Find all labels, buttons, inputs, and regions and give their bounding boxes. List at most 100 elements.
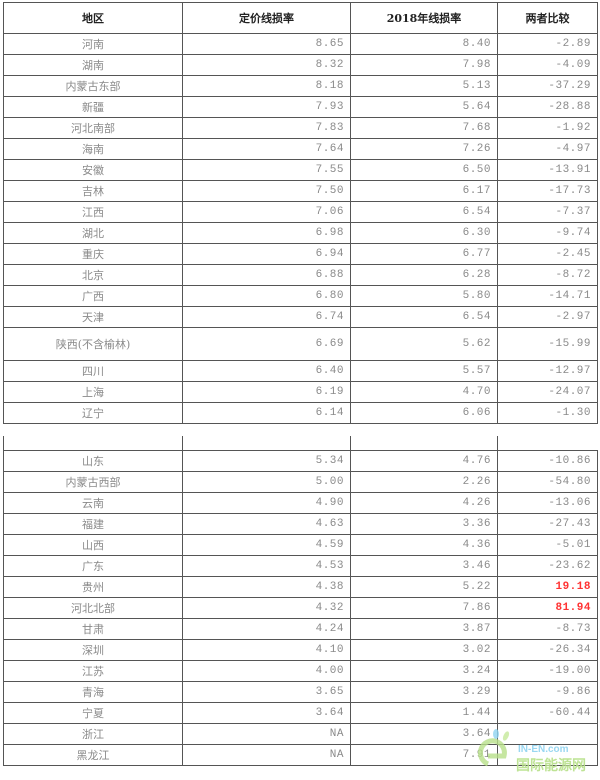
pricing-loss-rate-cell: 4.00	[182, 660, 351, 682]
loss-rate-2018-cell: 4.76	[350, 450, 498, 472]
loss-rate-2018-cell: 5.80	[350, 285, 498, 307]
comparison-cell: -12.97	[497, 360, 598, 382]
comparison-cell: -2.97	[497, 306, 598, 328]
divider	[3, 436, 4, 450]
header-comparison: 两者比较	[497, 2, 598, 34]
table-row: 广西 6.80 5.80 -14.71	[3, 285, 598, 307]
region-cell: 海南	[3, 138, 183, 160]
pricing-loss-rate-cell: NA	[182, 744, 351, 766]
comparison-cell: -8.72	[497, 264, 598, 286]
region-cell: 江西	[3, 201, 183, 223]
region-cell: 上海	[3, 381, 183, 403]
loss-rate-2018-cell: 3.36	[350, 513, 498, 535]
loss-rate-2018-cell: 6.54	[350, 201, 498, 223]
pricing-loss-rate-cell: 5.34	[182, 450, 351, 472]
region-cell: 贵州	[3, 576, 183, 598]
table-row: 天津 6.74 6.54 -2.97	[3, 306, 598, 328]
pricing-loss-rate-cell: 7.83	[182, 117, 351, 139]
table-row: 内蒙古东部 8.18 5.13 -37.29	[3, 75, 598, 97]
table-row: 宁夏 3.64 1.44 -60.44	[3, 702, 598, 724]
pricing-loss-rate-cell: 8.65	[182, 33, 351, 55]
comparison-cell: -4.09	[497, 54, 598, 76]
comparison-cell: -2.89	[497, 33, 598, 55]
region-cell: 内蒙古东部	[3, 75, 183, 97]
loss-rate-2018-cell: 6.30	[350, 222, 498, 244]
comparison-cell: -54.80	[497, 471, 598, 493]
comparison-cell: -17.73	[497, 180, 598, 202]
table-row: 辽宁 6.14 6.06 -1.30	[3, 402, 598, 424]
divider	[350, 436, 351, 450]
comparison-cell: -2.45	[497, 243, 598, 265]
region-cell: 广西	[3, 285, 183, 307]
region-cell: 云南	[3, 492, 183, 514]
loss-rate-2018-cell: 5.64	[350, 96, 498, 118]
region-cell: 江苏	[3, 660, 183, 682]
loss-rate-2018-cell: 2.26	[350, 471, 498, 493]
svg-text:IN-EN.com: IN-EN.com	[518, 744, 569, 755]
header-2018-loss-rate: 2018年线损率	[350, 2, 498, 34]
loss-rate-2018-cell: 4.70	[350, 381, 498, 403]
header-region: 地区	[3, 2, 183, 34]
loss-rate-2018-cell: 6.06	[350, 402, 498, 424]
loss-rate-2018-cell: 1.44	[350, 702, 498, 724]
table-row: 江苏 4.00 3.24 -19.00	[3, 660, 598, 682]
loss-rate-2018-cell: 7.91	[350, 744, 498, 766]
pricing-loss-rate-cell: 4.24	[182, 618, 351, 640]
table-row: 内蒙古西部 5.00 2.26 -54.80	[3, 471, 598, 493]
pricing-loss-rate-cell: 6.14	[182, 402, 351, 424]
region-cell: 北京	[3, 264, 183, 286]
comparison-cell: 81.94	[497, 597, 598, 619]
region-cell: 河北南部	[3, 117, 183, 139]
region-cell: 河南	[3, 33, 183, 55]
table-row: 广东 4.53 3.46 -23.62	[3, 555, 598, 577]
pricing-loss-rate-cell: 4.32	[182, 597, 351, 619]
pricing-loss-rate-cell: 7.55	[182, 159, 351, 181]
table-row: 河南 8.65 8.40 -2.89	[3, 33, 598, 55]
divider	[182, 436, 183, 450]
pricing-loss-rate-cell: 7.64	[182, 138, 351, 160]
region-cell: 陕西(不含榆林)	[3, 327, 183, 361]
loss-rate-2018-cell: 3.24	[350, 660, 498, 682]
header-pricing-loss-rate: 定价线损率	[182, 2, 351, 34]
comparison-cell: -15.99	[497, 327, 598, 361]
comparison-cell: -7.37	[497, 201, 598, 223]
loss-rate-2018-cell: 7.86	[350, 597, 498, 619]
comparison-cell: -24.07	[497, 381, 598, 403]
comparison-cell: -4.97	[497, 138, 598, 160]
pricing-loss-rate-cell: 6.88	[182, 264, 351, 286]
region-cell: 深圳	[3, 639, 183, 661]
header-row: 地区 定价线损率 2018年线损率 两者比较	[3, 2, 598, 34]
region-cell: 浙江	[3, 723, 183, 745]
region-cell: 黑龙江	[3, 744, 183, 766]
loss-rate-2018-cell: 7.68	[350, 117, 498, 139]
pricing-loss-rate-cell: 4.90	[182, 492, 351, 514]
loss-rate-2018-cell: 3.87	[350, 618, 498, 640]
region-cell: 山西	[3, 534, 183, 556]
table-row: 青海 3.65 3.29 -9.86	[3, 681, 598, 703]
region-cell: 广东	[3, 555, 183, 577]
loss-rate-2018-cell: 5.62	[350, 327, 498, 361]
loss-rate-2018-cell: 8.40	[350, 33, 498, 55]
comparison-cell: -1.92	[497, 117, 598, 139]
table-row: 新疆 7.93 5.64 -28.88	[3, 96, 598, 118]
table-row: 山西 4.59 4.36 -5.01	[3, 534, 598, 556]
loss-rate-2018-cell: 4.36	[350, 534, 498, 556]
table-row: 黑龙江 NA 7.91	[3, 744, 598, 766]
region-cell: 山东	[3, 450, 183, 472]
region-cell: 吉林	[3, 180, 183, 202]
comparison-cell: -10.86	[497, 450, 598, 472]
region-cell: 安徽	[3, 159, 183, 181]
table-row: 河北北部 4.32 7.86 81.94	[3, 597, 598, 619]
comparison-cell: -27.43	[497, 513, 598, 535]
pricing-loss-rate-cell: 6.94	[182, 243, 351, 265]
table-row: 陕西(不含榆林) 6.69 5.62 -15.99	[3, 327, 598, 361]
comparison-cell: -28.88	[497, 96, 598, 118]
table-row: 贵州 4.38 5.22 19.18	[3, 576, 598, 598]
region-cell: 新疆	[3, 96, 183, 118]
pricing-loss-rate-cell: 6.98	[182, 222, 351, 244]
line-loss-table-part2: 山东 5.34 4.76 -10.86 内蒙古西部 5.00 2.26 -54.80 云南 4.9…	[3, 450, 598, 766]
pricing-loss-rate-cell: 4.53	[182, 555, 351, 577]
loss-rate-2018-cell: 6.17	[350, 180, 498, 202]
region-cell: 青海	[3, 681, 183, 703]
table-row: 河北南部 7.83 7.68 -1.92	[3, 117, 598, 139]
